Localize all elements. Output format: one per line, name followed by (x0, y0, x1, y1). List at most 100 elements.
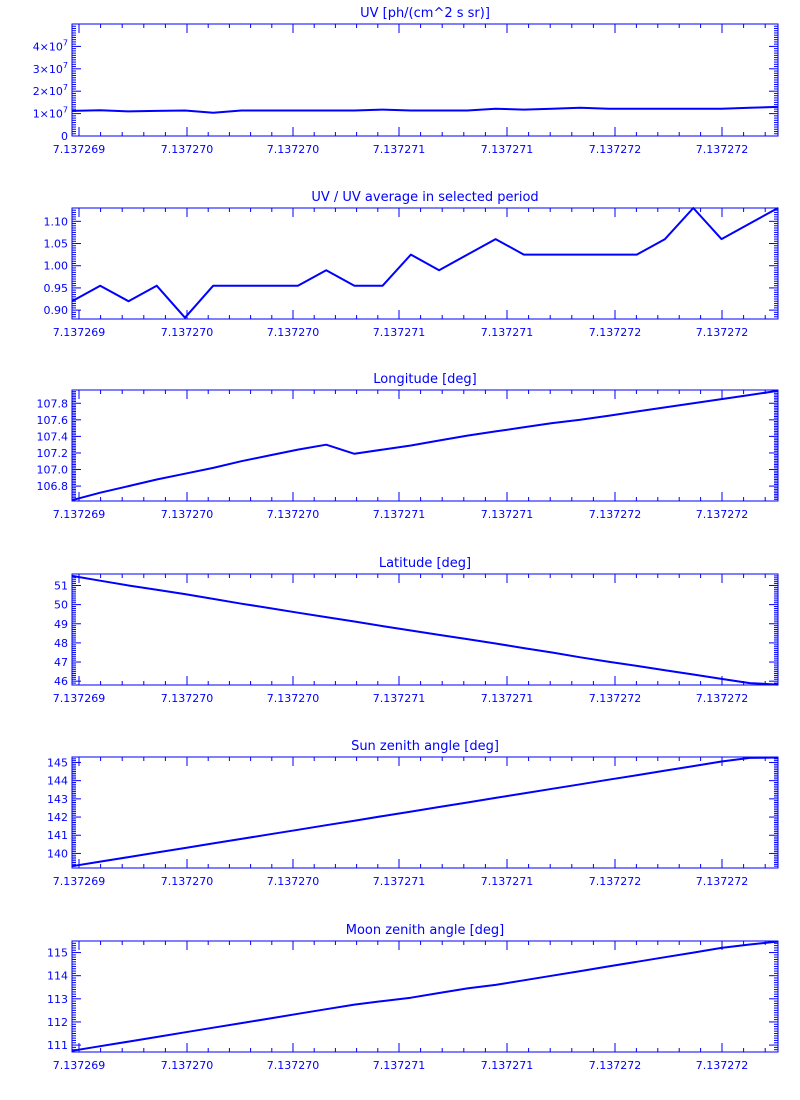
x-tick-label: 7.137271 (373, 875, 426, 888)
chart-panel-5: Sun zenith angle [deg] 140 141 142 143 144 145… (47, 739, 779, 888)
plot-frame (71, 940, 779, 1053)
y-tick-base: 0 (61, 130, 68, 143)
y-tick-label: 4×107 (33, 38, 68, 53)
x-tick-label: 7.137271 (481, 1059, 534, 1072)
y-tick-label: 0.95 (44, 282, 69, 295)
x-tick-label: 7.137269 (53, 508, 106, 521)
y-tick-exponent: 7 (63, 61, 68, 70)
y-tick-label: 140 (47, 847, 68, 860)
chart-title: Moon zenith angle [deg] (346, 923, 504, 938)
x-tick-label: 7.137271 (373, 143, 426, 156)
x-tick-label: 7.137271 (481, 508, 534, 521)
x-tick-label: 7.137272 (696, 692, 749, 705)
chart-panel-2: UV / UV average in selected period 0.90 0.… (44, 190, 779, 339)
x-tick-label: 7.137270 (161, 143, 214, 156)
y-tick-label: 107.8 (37, 397, 69, 410)
chart-title: Sun zenith angle [deg] (351, 739, 499, 754)
x-tick-label: 7.137272 (696, 875, 749, 888)
y-tick-label: 144 (47, 775, 68, 788)
x-tick-label: 7.137270 (267, 326, 320, 339)
x-tick-label: 7.137272 (589, 875, 642, 888)
y-tick-label: 145 (47, 756, 68, 769)
x-tick-label: 7.137271 (373, 692, 426, 705)
y-tick-label: 107.0 (37, 464, 69, 477)
y-tick-label: 141 (47, 829, 68, 842)
y-tick-base: 3×10 (33, 63, 63, 76)
x-tick-label: 7.137272 (589, 326, 642, 339)
x-tick-label: 7.137271 (481, 875, 534, 888)
y-tick-label: 142 (47, 811, 68, 824)
chart-panel-1: UV [ph/(cm^2 s sr)]01×1072×1073×1074×107… (33, 6, 779, 156)
chart-panel-4: Latitude [deg] 46 47 48 49 50 51 7.137269 7.1372… (53, 556, 779, 705)
x-tick-label: 7.137269 (53, 1059, 106, 1072)
x-tick-label: 7.137270 (267, 692, 320, 705)
x-tick-label: 7.137272 (696, 143, 749, 156)
x-tick-label: 7.137272 (589, 1059, 642, 1072)
x-tick-label: 7.137270 (161, 692, 214, 705)
y-tick-base: 1×10 (33, 108, 63, 121)
series-line (71, 574, 779, 686)
x-tick-label: 7.137271 (373, 508, 426, 521)
y-tick-label: 0 (61, 130, 68, 143)
series-line (71, 940, 779, 1052)
x-tick-label: 7.137270 (267, 875, 320, 888)
y-tick-label: 1.05 (44, 238, 69, 251)
plot-frame (71, 23, 779, 137)
series-line (71, 756, 779, 868)
x-tick-label: 7.137269 (53, 692, 106, 705)
chart-panel-3: Longitude [deg] 106.8 107.0 107.2 107.4 107.6… (37, 372, 779, 521)
x-tick-label: 7.137270 (161, 875, 214, 888)
x-tick-label: 7.137272 (589, 143, 642, 156)
x-tick-label: 7.137272 (696, 508, 749, 521)
plot-frame (71, 389, 779, 502)
y-tick-label: 112 (47, 1016, 68, 1029)
x-tick-label: 7.137270 (161, 326, 214, 339)
x-tick-label: 7.137271 (481, 692, 534, 705)
x-tick-label: 7.137270 (267, 143, 320, 156)
y-tick-label: 107.2 (37, 447, 69, 460)
chart-title: UV / UV average in selected period (311, 190, 538, 205)
y-tick-label: 46 (54, 675, 68, 688)
x-tick-label: 7.137269 (53, 143, 106, 156)
y-tick-label: 115 (47, 947, 68, 960)
y-tick-label: 1×107 (33, 106, 68, 121)
y-tick-label: 107.4 (37, 430, 69, 443)
y-tick-label: 50 (54, 599, 68, 612)
x-tick-label: 7.137272 (696, 1059, 749, 1072)
y-tick-label: 51 (54, 579, 68, 592)
chart-title: Latitude [deg] (379, 556, 471, 571)
y-tick-label: 143 (47, 793, 68, 806)
y-tick-base: 4×10 (33, 40, 63, 53)
x-tick-label: 7.137272 (696, 326, 749, 339)
y-tick-base: 2×10 (33, 85, 63, 98)
x-tick-label: 7.137270 (267, 1059, 320, 1072)
y-tick-exponent: 7 (63, 106, 68, 115)
y-tick-label: 47 (54, 656, 68, 669)
x-tick-label: 7.137271 (481, 326, 534, 339)
x-tick-label: 7.137271 (481, 143, 534, 156)
y-tick-label: 107.6 (37, 414, 69, 427)
chart-panel-6: Moon zenith angle [deg] 111 112 113 114 115 7.… (47, 923, 779, 1072)
series-line (71, 389, 779, 502)
y-tick-label: 1.00 (44, 260, 69, 273)
x-tick-label: 7.137272 (589, 508, 642, 521)
y-tick-label: 0.90 (44, 304, 69, 317)
x-tick-label: 7.137270 (161, 508, 214, 521)
x-tick-label: 7.137269 (53, 875, 106, 888)
y-tick-label: 48 (54, 637, 68, 650)
series-line (71, 105, 779, 114)
y-tick-exponent: 7 (63, 83, 68, 92)
y-tick-label: 3×107 (33, 61, 68, 76)
y-tick-label: 2×107 (33, 83, 68, 98)
x-tick-label: 7.137270 (161, 1059, 214, 1072)
chart-title: Longitude [deg] (373, 372, 476, 387)
y-tick-label: 49 (54, 618, 68, 631)
series-line (71, 207, 779, 319)
y-tick-label: 1.10 (44, 215, 69, 228)
plot-frame (71, 573, 779, 686)
y-tick-label: 106.8 (37, 480, 69, 493)
y-tick-label: 113 (47, 993, 68, 1006)
y-tick-label: 114 (47, 970, 68, 983)
y-tick-label: 111 (47, 1039, 68, 1052)
